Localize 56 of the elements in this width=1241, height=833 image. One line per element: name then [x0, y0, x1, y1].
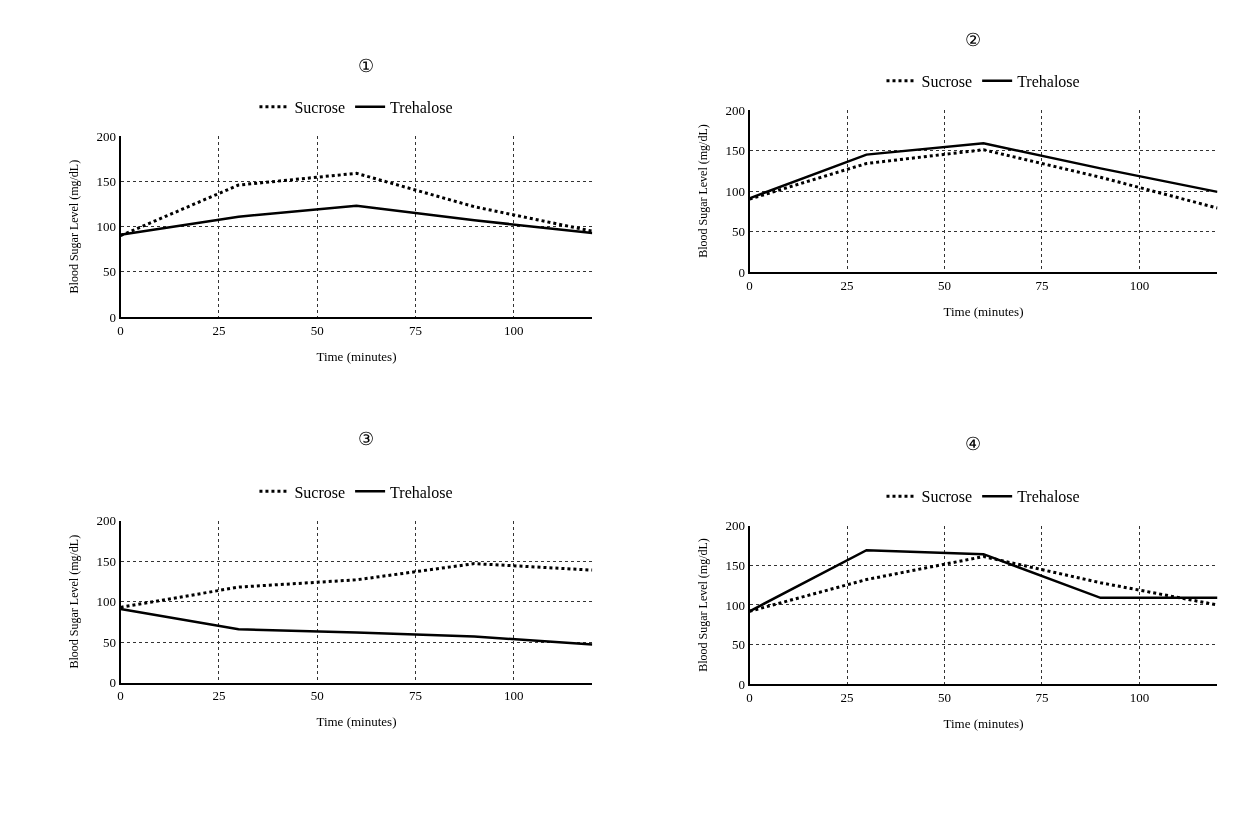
y-tick-label: 200: [725, 518, 745, 534]
y-tick-label: 200: [96, 513, 117, 529]
x-tick-label: 50: [310, 688, 324, 704]
x-axis-title: Time (minutes): [943, 303, 1024, 319]
x-tick-label: 25: [212, 322, 226, 338]
y-tick-label: 0: [109, 309, 117, 325]
x-axis-title: Time (minutes): [316, 714, 397, 730]
x-tick-label: 100: [1129, 277, 1150, 293]
x-tick-label: 100: [503, 688, 524, 704]
x-tick-label: 50: [938, 689, 951, 705]
chart-title: ②: [965, 30, 981, 50]
x-axis-title: Time (minutes): [943, 716, 1024, 731]
y-tick-label: 100: [725, 597, 745, 613]
legend-label: Trehalose: [390, 99, 453, 117]
x-tick-label: 75: [1035, 277, 1049, 293]
x-tick-label: 25: [840, 689, 854, 705]
y-tick-label: 100: [96, 219, 117, 235]
legend-label: Sucrose: [921, 72, 973, 90]
legend-label: Trehalose: [1017, 488, 1080, 506]
legend-label: Trehalose: [1017, 72, 1080, 90]
y-tick-label: 0: [109, 675, 117, 691]
y-tick-label: 150: [96, 173, 117, 189]
legend-label: Sucrose: [294, 483, 346, 501]
y-tick-label: 50: [103, 634, 117, 650]
x-tick-label: 25: [840, 277, 854, 293]
y-tick-label: 200: [725, 102, 745, 118]
x-tick-label: 75: [408, 688, 422, 704]
legend-label: Trehalose: [390, 483, 453, 501]
x-tick-label: 25: [212, 688, 226, 704]
y-axis-title: Blood Sugar Level (mg/dL): [696, 124, 711, 258]
x-tick-label: 100: [503, 322, 524, 338]
chart-title: ①: [358, 56, 374, 76]
y-tick-label: 50: [731, 637, 745, 653]
x-tick-label: 50: [310, 322, 324, 338]
chart-title: ③: [358, 429, 374, 449]
y-axis-title: Blood Sugar Level (mg/dL): [696, 538, 711, 672]
y-axis-title: Blood Sugar Level (mg/dL): [67, 534, 82, 669]
x-tick-label: 50: [938, 277, 951, 293]
y-tick-label: 150: [725, 143, 745, 159]
y-tick-label: 50: [731, 224, 745, 240]
y-tick-label: 200: [96, 128, 117, 144]
y-tick-label: 0: [738, 264, 745, 280]
y-tick-label: 50: [103, 264, 117, 280]
y-tick-label: 150: [96, 553, 117, 569]
y-axis-title: Blood Sugar Level (mg/dL): [67, 159, 82, 294]
legend-label: Sucrose: [294, 99, 346, 117]
x-tick-label: 75: [1035, 689, 1049, 705]
x-tick-label: 75: [408, 322, 422, 338]
x-axis-title: Time (minutes): [316, 348, 397, 364]
chart-title: ④: [965, 434, 981, 454]
y-tick-label: 100: [725, 183, 745, 199]
y-tick-label: 100: [96, 594, 117, 610]
y-tick-label: 0: [738, 676, 745, 692]
legend-label: Sucrose: [921, 488, 973, 506]
x-tick-label: 100: [1129, 689, 1150, 705]
y-tick-label: 150: [725, 557, 745, 573]
